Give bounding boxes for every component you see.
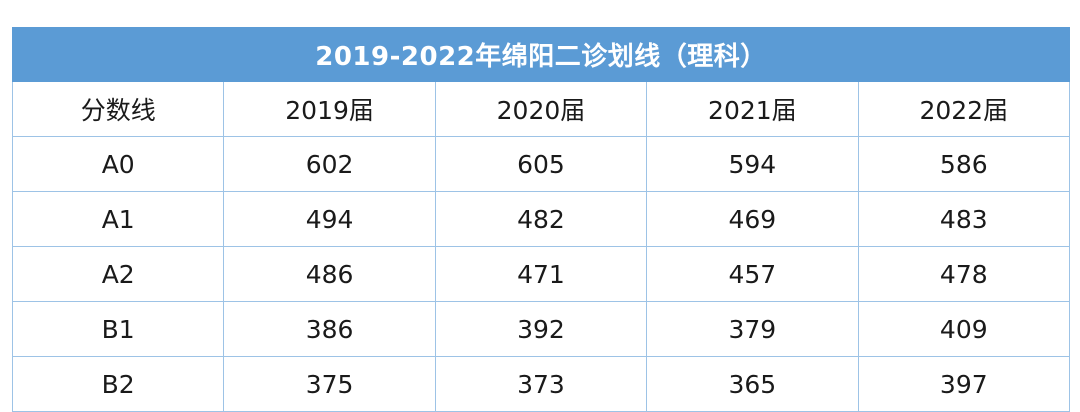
table-title: 2019-2022年绵阳二诊划线（理科） bbox=[12, 27, 1070, 82]
table-row: A2 486 471 457 478 bbox=[11, 246, 1071, 302]
table-title-row: 2019-2022年绵阳二诊划线（理科） bbox=[12, 27, 1070, 82]
table-header-row: 分数线 2019届 2020届 2021届 2022届 bbox=[11, 81, 1071, 137]
table-cell: 386 bbox=[223, 301, 436, 357]
score-table: 2019-2022年绵阳二诊划线（理科） 分数线 2019届 2020届 202… bbox=[11, 27, 1071, 412]
table-row: A1 494 482 469 483 bbox=[11, 191, 1071, 247]
table-row: B2 375 373 365 397 bbox=[11, 356, 1071, 412]
table-cell: 483 bbox=[857, 191, 1071, 247]
table-cell: 373 bbox=[434, 356, 648, 412]
table-cell: 486 bbox=[223, 246, 436, 302]
table-cell: 494 bbox=[223, 191, 436, 247]
score-table-container: 2019-2022年绵阳二诊划线（理科） 分数线 2019届 2020届 202… bbox=[11, 27, 1071, 412]
table-cell: 586 bbox=[857, 136, 1071, 192]
table-cell: 457 bbox=[646, 246, 859, 302]
header-cell-score-line: 分数线 bbox=[11, 81, 225, 137]
header-cell-2022: 2022届 bbox=[857, 81, 1071, 137]
table-cell: 602 bbox=[223, 136, 436, 192]
table-cell: 365 bbox=[646, 356, 859, 412]
table-row: B1 386 392 379 409 bbox=[11, 301, 1071, 357]
table-row: A0 602 605 594 586 bbox=[11, 136, 1071, 192]
header-cell-2021: 2021届 bbox=[646, 81, 859, 137]
table-cell: 375 bbox=[223, 356, 436, 412]
table-cell: 605 bbox=[434, 136, 648, 192]
header-cell-2020: 2020届 bbox=[434, 81, 648, 137]
row-label: A0 bbox=[11, 136, 225, 192]
table-cell: 397 bbox=[857, 356, 1071, 412]
row-label: B2 bbox=[11, 356, 225, 412]
row-label: B1 bbox=[11, 301, 225, 357]
table-cell: 409 bbox=[857, 301, 1071, 357]
row-label: A2 bbox=[11, 246, 225, 302]
table-cell: 379 bbox=[646, 301, 859, 357]
table-cell: 482 bbox=[434, 191, 648, 247]
table-cell: 469 bbox=[646, 191, 859, 247]
row-label: A1 bbox=[11, 191, 225, 247]
table-cell: 471 bbox=[434, 246, 648, 302]
table-cell: 594 bbox=[646, 136, 859, 192]
table-cell: 478 bbox=[857, 246, 1071, 302]
header-cell-2019: 2019届 bbox=[223, 81, 436, 137]
table-cell: 392 bbox=[434, 301, 648, 357]
